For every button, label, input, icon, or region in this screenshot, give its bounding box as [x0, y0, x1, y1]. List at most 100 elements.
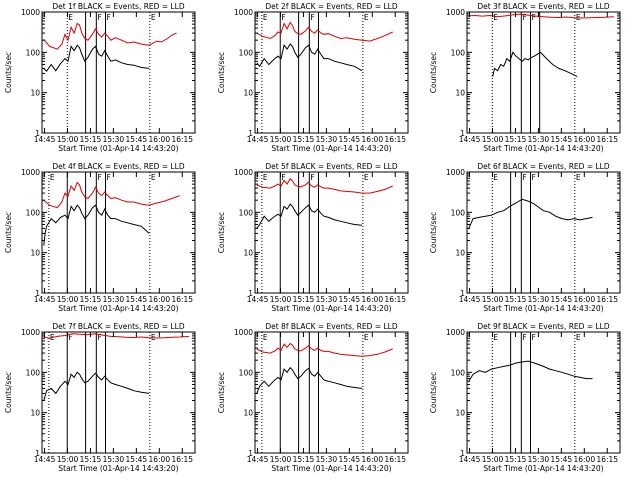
marker-label: F — [281, 173, 285, 182]
y-axis-label: Counts/sec — [4, 212, 13, 253]
marker-label: E — [151, 13, 156, 22]
x-tick-label: 15:45 — [339, 455, 361, 464]
marker-label: F — [531, 333, 535, 342]
x-tick-label: 15:15 — [293, 455, 315, 464]
x-axis-label: Start Time (01-Apr-14 14:43:20) — [58, 144, 178, 153]
plot-frame — [41, 11, 196, 134]
series-events-line — [43, 204, 150, 246]
x-tick-label: 14:45 — [247, 455, 269, 464]
marker-label: F — [281, 13, 285, 22]
x-axis-label: Start Time (01-Apr-14 14:43:20) — [483, 304, 603, 313]
plot-frame — [254, 331, 409, 454]
x-tick-label: 14:45 — [247, 295, 269, 304]
series-events-line — [256, 203, 363, 229]
x-tick-label: 14:45 — [34, 455, 56, 464]
plot-frame — [466, 171, 621, 294]
y-tick-label: 1 — [35, 129, 40, 138]
x-tick-label: 15:30 — [103, 455, 125, 464]
marker-label: F — [310, 13, 314, 22]
y-tick-label: 1000 — [446, 168, 465, 177]
y-tick-label: 1000 — [21, 8, 40, 17]
y-axis-label: Counts/sec — [4, 372, 13, 413]
y-tick-label: 1 — [248, 449, 253, 458]
y-axis-label: Counts/sec — [429, 52, 438, 93]
x-tick-label: 15:45 — [551, 455, 573, 464]
y-tick-label: 1000 — [234, 168, 253, 177]
y-tick-label: 1 — [460, 289, 465, 298]
chart-title: Det 1f BLACK = Events, RED = LLD — [52, 2, 185, 11]
y-tick-label: 10 — [243, 249, 253, 258]
x-tick-label: 15:15 — [505, 135, 527, 144]
marker-label: E — [50, 173, 55, 182]
x-tick-label: 15:30 — [316, 135, 338, 144]
x-tick-label: 15:00 — [57, 135, 79, 144]
x-tick-label: 15:00 — [270, 295, 292, 304]
x-tick-label: 15:15 — [505, 295, 527, 304]
x-axis-label: Start Time (01-Apr-14 14:43:20) — [483, 464, 603, 473]
x-tick-label: 14:45 — [459, 455, 481, 464]
x-tick-label: 15:00 — [482, 135, 504, 144]
x-tick-label: 15:30 — [528, 455, 550, 464]
chart-title: Det 5f BLACK = Events, RED = LLD — [265, 162, 398, 171]
y-axis-label: Counts/sec — [4, 52, 13, 93]
series-events-line — [43, 44, 150, 72]
x-tick-label: 14:45 — [247, 135, 269, 144]
y-tick-label: 1000 — [446, 8, 465, 17]
y-tick-label: 100 — [239, 48, 254, 57]
y-tick-label: 10 — [243, 89, 253, 98]
x-tick-label: 15:00 — [482, 295, 504, 304]
x-tick-label: 15:30 — [528, 295, 550, 304]
x-tick-label: 16:15 — [384, 295, 406, 304]
x-tick-label: 16:15 — [384, 455, 406, 464]
x-tick-label: 16:00 — [361, 455, 383, 464]
y-tick-label: 100 — [26, 368, 41, 377]
x-tick-label: 14:45 — [459, 135, 481, 144]
marker-label: F — [531, 173, 535, 182]
x-tick-label: 16:15 — [171, 135, 193, 144]
x-tick-label: 15:00 — [57, 295, 79, 304]
series-lld-line — [43, 333, 189, 339]
y-axis-label: Counts/sec — [429, 372, 438, 413]
plot-frame — [466, 11, 621, 134]
series-events-line — [43, 371, 150, 401]
marker-label: F — [97, 13, 101, 22]
marker-label: F — [106, 13, 110, 22]
chart-panel-4: Det 4f BLACK = Events, RED = LLD E F F E 1 10 1… — [4, 162, 196, 313]
y-tick-label: 1 — [35, 289, 40, 298]
y-axis-label: Counts/sec — [217, 212, 226, 253]
marker-label: F — [522, 13, 526, 22]
marker-label: E — [493, 173, 498, 182]
x-tick-label: 16:00 — [573, 455, 595, 464]
y-tick-label: 1 — [248, 129, 253, 138]
chart-panel-2: Det 2f BLACK = Events, RED = LLD E F F E 1 10 1… — [217, 2, 409, 153]
x-tick-label: 14:45 — [459, 295, 481, 304]
chart-panel-8: Det 8f BLACK = Events, RED = LLD E E 1 10 100… — [217, 322, 409, 473]
x-tick-label: 15:30 — [528, 135, 550, 144]
x-tick-label: 15:45 — [339, 295, 361, 304]
x-tick-label: 14:45 — [34, 295, 56, 304]
x-tick-label: 15:45 — [551, 135, 573, 144]
y-axis-label: Counts/sec — [217, 52, 226, 93]
chart-title: Det 3f BLACK = Events, RED = LLD — [477, 2, 610, 11]
x-tick-label: 16:00 — [148, 455, 170, 464]
series-lld-line — [43, 181, 180, 209]
series-events-line — [468, 360, 593, 382]
x-tick-label: 16:15 — [171, 455, 193, 464]
marker-label: E — [68, 13, 73, 22]
y-tick-label: 10 — [30, 89, 40, 98]
x-axis-label: Start Time (01-Apr-14 14:43:20) — [483, 144, 603, 153]
x-tick-label: 16:00 — [361, 135, 383, 144]
chart-title: Det 2f BLACK = Events, RED = LLD — [265, 2, 398, 11]
x-tick-label: 16:15 — [384, 135, 406, 144]
marker-label: E — [493, 333, 498, 342]
x-tick-label: 15:15 — [505, 455, 527, 464]
marker-label: F — [68, 333, 72, 342]
x-axis-label: Start Time (01-Apr-14 14:43:20) — [271, 464, 391, 473]
marker-label: F — [531, 13, 535, 22]
x-tick-label: 15:00 — [57, 455, 79, 464]
chart-title: Det 7f BLACK = Events, RED = LLD — [52, 322, 185, 331]
y-axis-label: Counts/sec — [429, 212, 438, 253]
marker-label: E — [263, 333, 268, 342]
